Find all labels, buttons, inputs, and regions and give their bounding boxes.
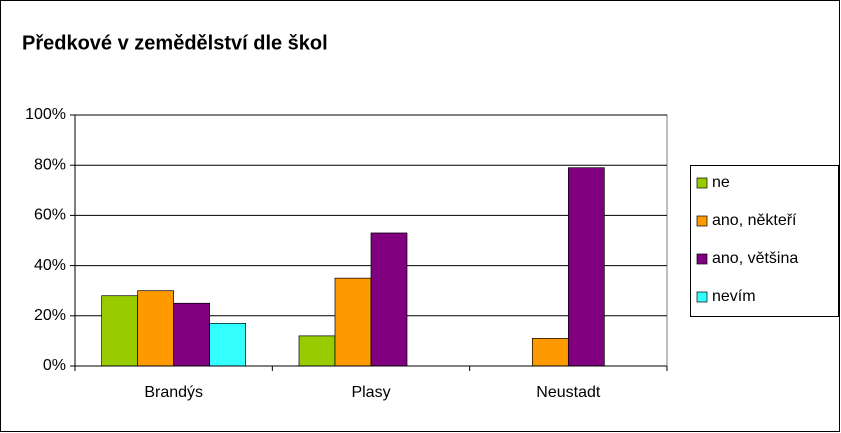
y-tick-label: 0% [43,357,66,374]
bar [298,335,336,367]
legend-label: nevím [712,288,756,305]
legend-label: ne [712,174,730,191]
y-tick-label: 40% [34,257,66,274]
legend-swatch [696,177,708,189]
legend-label: ano, někteří [712,212,797,229]
bar [137,290,175,367]
x-tick-label: Neustadt [536,384,601,401]
x-tick-label: Brandýs [144,384,203,401]
legend-box [690,165,839,317]
bar [370,232,408,367]
bar [334,277,372,367]
bar [173,302,211,367]
y-tick-label: 100% [25,106,66,123]
legend-swatch [696,291,708,303]
y-tick-label: 60% [34,207,66,224]
x-tick-label: Plasy [351,384,390,401]
y-tick-label: 80% [34,156,66,173]
bar [531,338,569,367]
chart-title: Předkové v zemědělství dle škol [22,32,328,54]
bar [101,295,139,367]
bar [209,322,247,367]
legend-label: ano, většina [712,250,798,267]
bar [567,167,605,367]
legend-swatch [696,253,708,265]
y-tick-label: 20% [34,307,66,324]
legend-swatch [696,215,708,227]
